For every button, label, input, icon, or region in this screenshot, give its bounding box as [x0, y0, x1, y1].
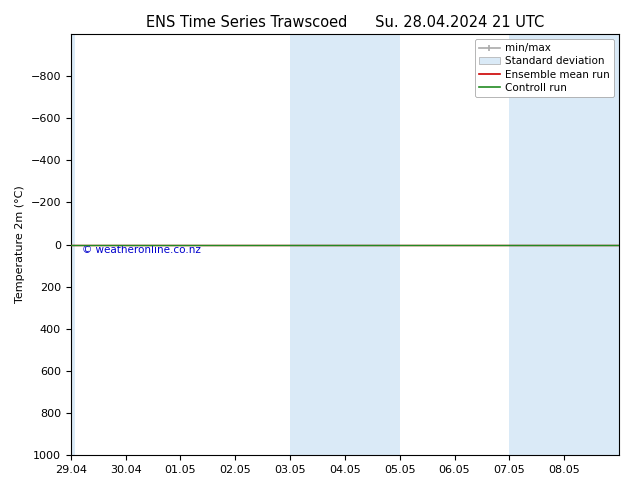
- Bar: [345, 34, 399, 455]
- Bar: [564, 34, 619, 455]
- Bar: [71, 34, 75, 455]
- Bar: [290, 34, 345, 455]
- Bar: [509, 34, 564, 455]
- Legend: min/max, Standard deviation, Ensemble mean run, Controll run: min/max, Standard deviation, Ensemble me…: [475, 39, 614, 97]
- Y-axis label: Temperature 2m (°C): Temperature 2m (°C): [15, 186, 25, 303]
- Text: © weatheronline.co.nz: © weatheronline.co.nz: [82, 245, 200, 255]
- Title: ENS Time Series Trawscoed      Su. 28.04.2024 21 UTC: ENS Time Series Trawscoed Su. 28.04.2024…: [146, 15, 544, 30]
